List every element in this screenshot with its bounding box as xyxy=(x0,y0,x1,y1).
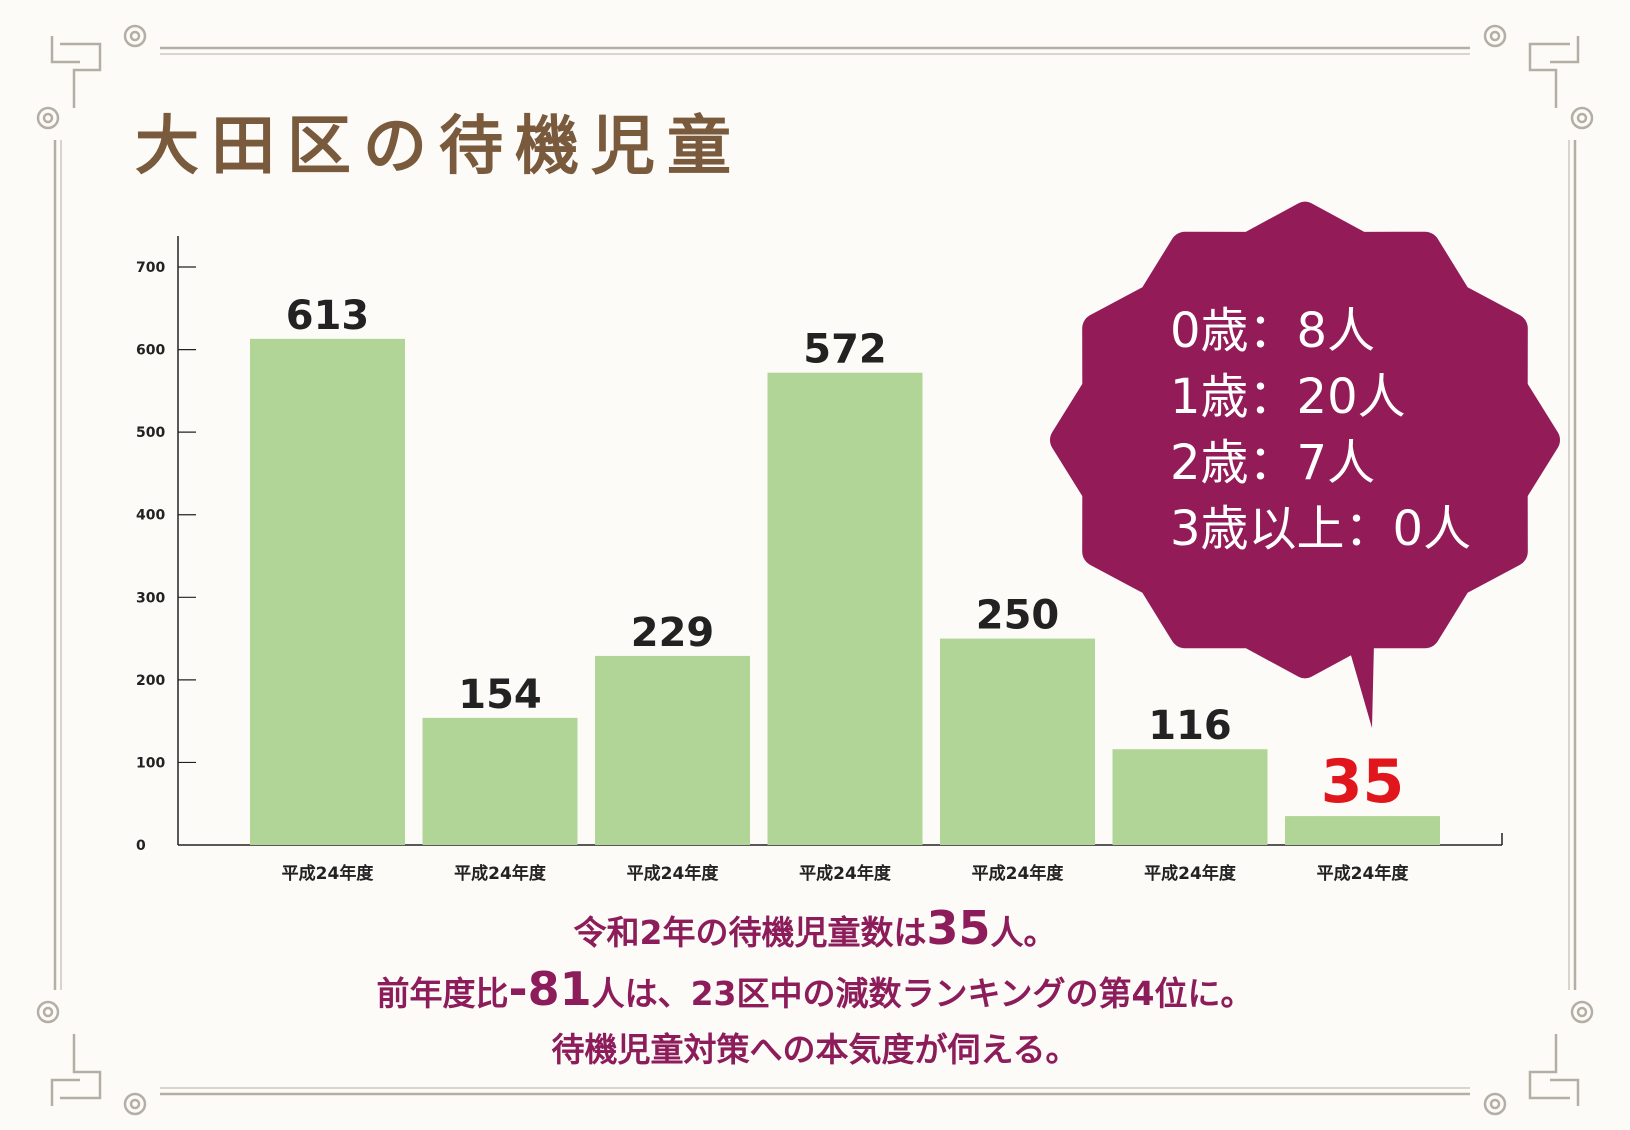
x-tick-label: 平成24年度 xyxy=(1144,863,1237,884)
x-tick-label: 平成24年度 xyxy=(972,863,1065,884)
caption-line-3: 待機児童対策への本気度が伺える。 xyxy=(551,1030,1079,1069)
chart-title: 大田区の待機児童 xyxy=(135,109,743,184)
bar-value-label: 572 xyxy=(803,327,887,373)
caption-text: 人。 xyxy=(990,913,1057,952)
y-tick-label: 100 xyxy=(136,755,165,771)
bar xyxy=(1285,816,1440,845)
caption-line-2: 前年度比-81人は、23区中の減数ランキングの第4位に。 xyxy=(0,961,1630,1022)
x-tick-label: 平成24年度 xyxy=(799,863,892,884)
bar-value-label: 154 xyxy=(458,672,542,718)
summary-caption: 令和2年の待機児童数は35人。 前年度比-81人は、23区中の減数ランキングの第… xyxy=(0,900,1630,1078)
age-breakdown-line: 1歳：20人 xyxy=(1170,369,1406,425)
caption-number: -81 xyxy=(508,962,592,1016)
caption-text: 令和2年の待機児童数は xyxy=(573,913,927,952)
age-breakdown-line: 3歳以上：0人 xyxy=(1170,501,1472,557)
x-tick-label: 平成24年度 xyxy=(282,863,375,884)
y-tick-label: 200 xyxy=(136,673,165,689)
age-breakdown: 0歳：8人 1歳：20人 2歳：7人 3歳以上：0人 xyxy=(1170,298,1500,562)
bar xyxy=(250,338,405,845)
y-tick-label: 0 xyxy=(136,838,146,854)
bar xyxy=(940,638,1095,845)
bar xyxy=(1112,749,1268,845)
bar-value-label: 35 xyxy=(1321,747,1405,817)
caption-line-1: 令和2年の待機児童数は35人。 xyxy=(0,900,1630,961)
bar-value-label: 229 xyxy=(631,610,715,656)
bar xyxy=(422,717,578,845)
y-tick-label: 300 xyxy=(136,590,165,606)
y-tick-label: 400 xyxy=(136,508,165,524)
speech-bubble-tail xyxy=(1335,600,1375,728)
caption-text: 人は、23区中の減数ランキングの第4位に。 xyxy=(591,974,1254,1013)
bar-value-label: 250 xyxy=(976,593,1060,639)
x-tick-label: 平成24年度 xyxy=(454,863,547,884)
y-tick-label: 500 xyxy=(136,425,165,441)
bar xyxy=(595,655,750,845)
bar-value-label: 613 xyxy=(286,293,370,339)
x-tick-label: 平成24年度 xyxy=(1317,863,1410,884)
age-breakdown-line: 2歳：7人 xyxy=(1170,435,1376,491)
bar-value-label: 116 xyxy=(1148,703,1232,749)
caption-number: 35 xyxy=(926,901,991,955)
y-tick-label: 700 xyxy=(136,260,165,276)
y-tick-label: 600 xyxy=(136,343,165,359)
caption-text: 前年度比 xyxy=(376,974,509,1013)
x-tick-label: 平成24年度 xyxy=(627,863,720,884)
age-breakdown-line: 0歳：8人 xyxy=(1170,303,1376,359)
bar xyxy=(767,372,923,845)
speech-bubble xyxy=(1050,201,1560,679)
